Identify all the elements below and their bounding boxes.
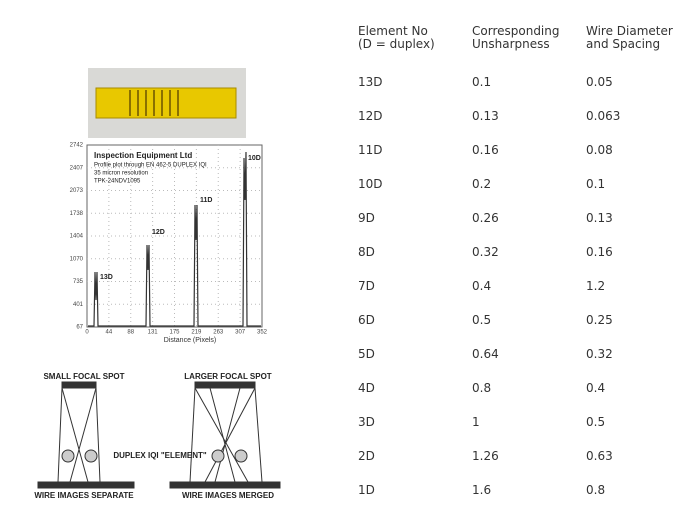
table-cell: 1.6: [472, 483, 492, 497]
table-cell: 0.16: [586, 245, 613, 259]
table-cell: 12D: [358, 109, 383, 123]
x-axis-label: Distance (Pixels): [164, 337, 217, 344]
table-cell: 0.1: [472, 75, 492, 89]
x-tick-label: 307: [235, 330, 246, 336]
iqi-strip: [95, 87, 237, 119]
table-cell: 0.8: [586, 483, 606, 497]
table-header: Corresponding: [472, 24, 560, 38]
table-cell: 0.5: [472, 313, 492, 327]
table-cell: 0.26: [472, 211, 499, 225]
table-cell: 9D: [358, 211, 375, 225]
peak-label: 10D: [248, 155, 261, 162]
x-tick-label: 175: [169, 330, 180, 336]
table-cell: 1D: [358, 483, 375, 497]
plot-subtitle: 35 micron resolution: [94, 171, 148, 177]
peak-label: 12D: [152, 229, 165, 236]
diagram-label: SMALL FOCAL SPOT: [43, 372, 124, 381]
table-cell: 0.13: [586, 211, 613, 225]
table-header: Element No: [358, 24, 428, 38]
table-cell: 2D: [358, 449, 375, 463]
diagram-label: WIRE IMAGES SEPARATE: [34, 491, 134, 500]
y-tick-label: 2407: [70, 165, 84, 171]
plot-title: Inspection Equipment Ltd: [94, 151, 192, 160]
table-header: Wire Diameter: [586, 24, 673, 38]
table-cell: 0.32: [586, 347, 613, 361]
table-cell: 0.4: [472, 279, 492, 293]
table-cell: 0.5: [586, 415, 606, 429]
plot-subtitle: Profile plot through EN 462-5 DUPLEX IQI: [94, 163, 207, 169]
table-cell: 11D: [358, 143, 383, 157]
table-cell: 0.64: [472, 347, 499, 361]
table-cell: 0.8: [472, 381, 492, 395]
plot-subtitle: TPK-24NDV1095: [94, 179, 141, 185]
table-cell: 0.4: [586, 381, 606, 395]
table-cell: 0.1: [586, 177, 606, 191]
table-cell: 0.2: [472, 177, 492, 191]
diagram-shapes: [37, 381, 281, 489]
y-tick-label: 401: [73, 302, 84, 308]
profile-line: [88, 151, 261, 327]
diagram-label: WIRE IMAGES MERGED: [182, 491, 274, 500]
table-cell: 0.08: [586, 143, 613, 157]
table-cell: 0.13: [472, 109, 499, 123]
x-tick-label: 352: [257, 330, 268, 336]
x-tick-label: 88: [127, 330, 134, 336]
table-cell: 6D: [358, 313, 375, 327]
y-tick-label: 1070: [70, 256, 84, 262]
y-tick-label: 1738: [70, 211, 84, 217]
y-tick-label: 2742: [70, 143, 84, 149]
y-tick-label: 67: [76, 325, 83, 331]
y-tick-label: 1404: [70, 234, 84, 240]
peak-label: 11D: [200, 197, 212, 204]
table-cell: 0.32: [472, 245, 499, 259]
figures: SMALL FOCAL SPOT LARGER FOCAL SPOT DUPLE…: [34, 68, 281, 500]
table-cell: 0.63: [586, 449, 613, 463]
y-tick-label: 2073: [70, 188, 84, 194]
table-cell: 1: [472, 415, 480, 429]
table-cell: 1.2: [586, 279, 606, 293]
x-tick-label: 131: [148, 330, 159, 336]
x-tick-label: 219: [191, 330, 202, 336]
diagram-label: DUPLEX IQI "ELEMENT": [113, 451, 207, 460]
table-cell: 10D: [358, 177, 383, 191]
table-cell: 0.05: [586, 75, 613, 89]
peak-label: 13D: [100, 274, 113, 281]
table-cell: 7D: [358, 279, 375, 293]
table-header: (D = duplex): [358, 37, 435, 51]
table-cell: 8D: [358, 245, 375, 259]
table-cell: 1.26: [472, 449, 499, 463]
table-cell: 4D: [358, 381, 375, 395]
table-cell: 0.063: [586, 109, 621, 123]
diagram-label: LARGER FOCAL SPOT: [184, 372, 272, 381]
y-tick-label: 735: [73, 279, 84, 285]
table-cell: 5D: [358, 347, 375, 361]
table-cell: 0.25: [586, 313, 613, 327]
x-tick-label: 44: [106, 330, 113, 336]
table-header: and Spacing: [586, 37, 661, 51]
table-cell: 0.16: [472, 143, 499, 157]
table-cell: 13D: [358, 75, 383, 89]
x-tick-label: 0: [85, 330, 89, 336]
table-cell: 3D: [358, 415, 375, 429]
table-header: Unsharpness: [472, 37, 550, 51]
x-tick-label: 263: [213, 330, 224, 336]
